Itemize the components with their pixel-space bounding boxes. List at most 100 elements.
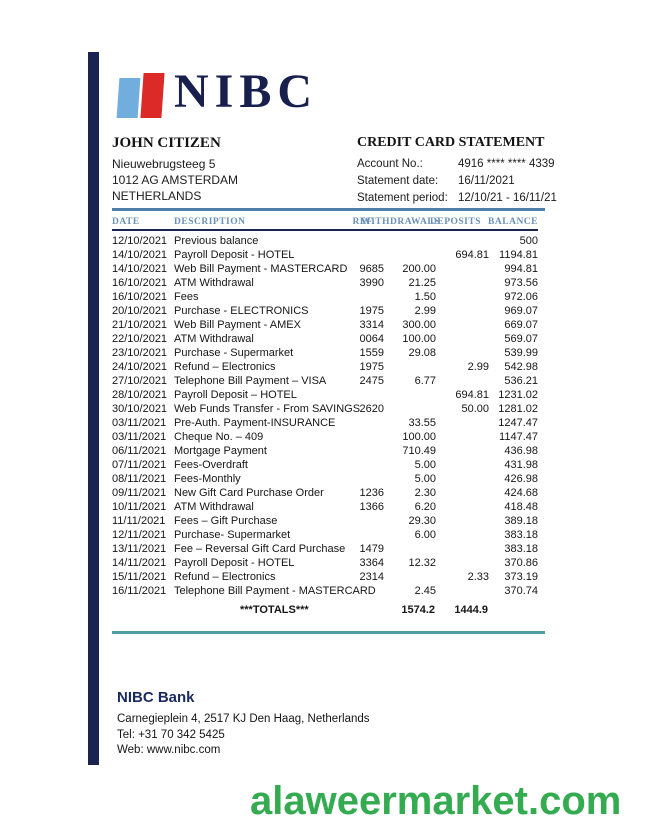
cell-withdrawal: 21.25 [408, 277, 436, 289]
cell-date: 03/11/2021 [112, 431, 167, 443]
customer-name: JOHN CITIZEN [112, 135, 221, 151]
header-balance: BALANCE [488, 217, 538, 227]
customer-address-block: JOHN CITIZEN Nieuwebrugsteeg 5 1012 AG A… [112, 135, 238, 204]
cell-ref: 3364 [359, 557, 384, 569]
bank-web: Web: www.nibc.com [117, 744, 221, 756]
statement-title: CREDIT CARD STATEMENT [357, 135, 545, 150]
cell-withdrawal: 100.00 [402, 431, 436, 443]
cell-withdrawal: 12.32 [408, 557, 436, 569]
cell-date: 23/10/2021 [112, 347, 168, 359]
cell-balance: 973.56 [504, 277, 538, 289]
cell-ref: 1236 [359, 487, 384, 499]
cell-date: 07/11/2021 [112, 459, 167, 471]
totals-deposits: 1444.9 [454, 604, 488, 616]
table-row: 22/10/2021 ATM Withdrawal 0064 100.00 569.07 [112, 332, 538, 346]
cell-ref [322, 528, 384, 542]
cell-balance: 969.07 [504, 305, 538, 317]
cell-ref [322, 290, 384, 304]
header-deposits: DEPOSITS [430, 217, 481, 227]
transactions-table: 12/10/2021 Previous balance 500 14/10/2021 P… [112, 234, 538, 598]
cell-withdrawal: 6.20 [414, 501, 436, 513]
table-row: 14/11/2021 Payroll Deposit - HOTEL 3364 12.… [112, 556, 538, 570]
table-row: 20/10/2021 Purchase - ELECTRONICS 1975 2.99… [112, 304, 538, 318]
cell-date: 12/10/2021 [112, 235, 168, 247]
cell-date: 15/11/2021 [112, 571, 167, 583]
cell-withdrawal: 300.00 [402, 319, 436, 331]
table-row: 08/11/2021 Fees-Monthly 5.00 426.98 [112, 472, 538, 486]
cell-description: ATM Withdrawal [174, 333, 254, 345]
cell-date: 22/10/2021 [112, 333, 168, 345]
cell-withdrawal: 100.00 [402, 333, 436, 345]
cell-description: Refund – Electronics [174, 571, 276, 583]
cell-withdrawal: 6.77 [414, 375, 436, 387]
statement-date-label: Statement date: [357, 175, 439, 187]
statement-period-value: 12/10/21 - 16/11/21 [458, 192, 557, 204]
cell-deposit [436, 374, 489, 388]
nibc-flag-icon [116, 72, 166, 119]
statement-period-row: Statement period: 12/10/21 - 16/11/21 [357, 190, 577, 207]
cell-ref: 1559 [359, 347, 384, 359]
cell-ref: 1479 [359, 543, 384, 555]
totals-row: ***TOTALS*** 1574.2 1444.9 [112, 603, 538, 617]
cell-ref: 2620 [359, 403, 384, 415]
cell-deposit [436, 346, 489, 360]
cell-withdrawal: 33.55 [408, 417, 436, 429]
cell-deposit [436, 304, 489, 318]
bottom-divider-line [112, 631, 545, 634]
account-number-label: Account No.: [357, 158, 423, 170]
customer-address-line: Nieuwebrugsteeg 5 [112, 157, 216, 171]
cell-date: 14/11/2021 [112, 557, 167, 569]
cell-withdrawal: 2.45 [414, 585, 436, 597]
cell-date: 13/11/2021 [112, 543, 167, 555]
customer-address-line: NETHERLANDS [112, 189, 202, 203]
cell-ref: 2314 [359, 571, 384, 583]
cell-deposit [436, 262, 489, 276]
cell-deposit [436, 444, 489, 458]
cell-withdrawal: 2.99 [414, 305, 436, 317]
cell-withdrawal [384, 402, 436, 416]
cell-date: 12/11/2021 [112, 529, 167, 541]
header-description: DESCRIPTION [174, 217, 246, 227]
cell-deposit: 50.00 [461, 403, 489, 415]
cell-description: Payroll Deposit – HOTEL [174, 389, 297, 401]
cell-description: Web Funds Transfer - From SAVINGS [174, 403, 361, 415]
table-row: 28/10/2021 Payroll Deposit – HOTEL 694.81 1… [112, 388, 538, 402]
cell-description: Pre-Auth. Payment-INSURANCE [174, 417, 336, 429]
cell-deposit [436, 486, 489, 500]
table-row: 21/10/2021 Web Bill Payment - AMEX 3314 300… [112, 318, 538, 332]
cell-description: Payroll Deposit - HOTEL [174, 557, 295, 569]
cell-deposit [436, 584, 489, 598]
cell-deposit: 694.81 [455, 249, 489, 261]
table-row: 24/10/2021 Refund – Electronics 1975 2.99 54… [112, 360, 538, 374]
cell-withdrawal [384, 360, 436, 374]
cell-ref: 0064 [359, 333, 384, 345]
customer-address-line: 1012 AG AMSTERDAM [112, 173, 239, 187]
cell-date: 27/10/2021 [112, 375, 168, 387]
flag-blue-stripe [116, 78, 141, 118]
cell-description: Fees – Gift Purchase [174, 515, 278, 527]
cell-balance: 539.99 [504, 347, 538, 359]
flag-red-stripe [140, 73, 165, 118]
cell-date: 08/11/2021 [112, 473, 167, 485]
cell-date: 14/10/2021 [112, 263, 168, 275]
cell-balance: 1231.02 [498, 389, 538, 401]
cell-deposit [436, 472, 489, 486]
cell-deposit [436, 290, 489, 304]
cell-balance: 424.68 [504, 487, 538, 499]
cell-balance: 972.06 [504, 291, 538, 303]
cell-date: 16/10/2021 [112, 291, 168, 303]
cell-ref [322, 472, 384, 486]
cell-deposit [436, 542, 489, 556]
cell-description: Payroll Deposit - HOTEL [174, 249, 295, 261]
cell-deposit [436, 276, 489, 290]
totals-withdrawals: 1574.2 [401, 604, 435, 616]
bank-footer-block: NIBC Bank Carnegieplein 4, 2517 KJ Den H… [117, 689, 370, 759]
cell-ref: 1366 [359, 501, 384, 513]
header-ref: REF. [352, 217, 375, 227]
account-number-value: 4916 **** **** 4339 [458, 158, 555, 170]
cell-deposit [436, 234, 489, 248]
cell-ref [322, 444, 384, 458]
cell-deposit [436, 416, 489, 430]
cell-withdrawal: 29.08 [408, 347, 436, 359]
table-row: 07/11/2021 Fees-Overdraft 5.00 431.98 [112, 458, 538, 472]
